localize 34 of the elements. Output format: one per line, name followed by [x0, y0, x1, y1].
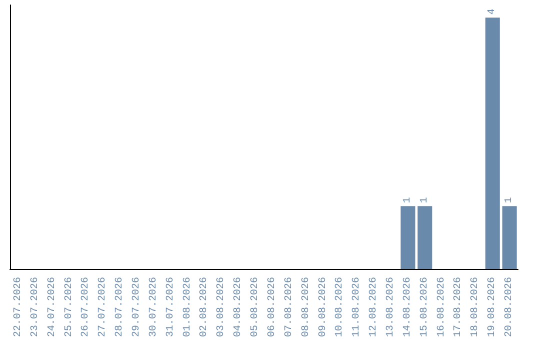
x-tick-label: 13.08.2026 [386, 276, 396, 338]
x-tick-label: 10.08.2026 [334, 276, 346, 338]
x-tick-label: 22.07.2026 [12, 276, 24, 338]
x-tick-label: 31.07.2026 [165, 276, 176, 338]
x-tick-label: 27.07.2026 [98, 276, 109, 338]
x-tick-label: 02.08.2026 [199, 276, 210, 338]
x-tick-label: 23.07.2026 [30, 276, 41, 338]
x-tick-label: 03.08.2026 [216, 276, 228, 338]
x-tick-label: 17.08.2026 [453, 276, 464, 338]
x-tick-label: 01.08.2026 [182, 276, 194, 338]
x-tick-label: 05.08.2026 [250, 276, 262, 338]
x-tick-label: 28.07.2026 [114, 276, 126, 338]
x-tick-label: 26.07.2026 [80, 276, 92, 338]
x-tick-label: 12.08.2026 [368, 276, 380, 338]
x-tick-label: 15.08.2026 [419, 276, 430, 338]
x-tick-label: 20.08.2026 [504, 276, 516, 338]
x-tick-label: 18.08.2026 [470, 276, 482, 338]
data-label: 1 [419, 197, 430, 204]
x-tick-label: 04.08.2026 [233, 276, 244, 338]
x-tick-label: 07.08.2026 [284, 276, 295, 338]
x-tick-label: 11.08.2026 [352, 276, 363, 338]
x-tick-label: 06.08.2026 [266, 276, 278, 338]
x-tick-label: 24.07.2026 [46, 276, 58, 338]
x-tick-label: 29.07.2026 [132, 276, 142, 338]
data-label: 4 [487, 8, 498, 15]
x-tick-label: 30.07.2026 [148, 276, 160, 338]
x-tick-label: 19.08.2026 [487, 276, 498, 338]
x-tick-label: 16.08.2026 [436, 276, 448, 338]
data-label: 1 [504, 197, 516, 204]
x-tick-label: 14.08.2026 [402, 276, 414, 338]
x-tick-label: 09.08.2026 [318, 276, 329, 338]
x-tick-label: 08.08.2026 [300, 276, 312, 338]
x-tick-label: 25.07.2026 [64, 276, 75, 338]
data-label: 1 [402, 197, 414, 204]
